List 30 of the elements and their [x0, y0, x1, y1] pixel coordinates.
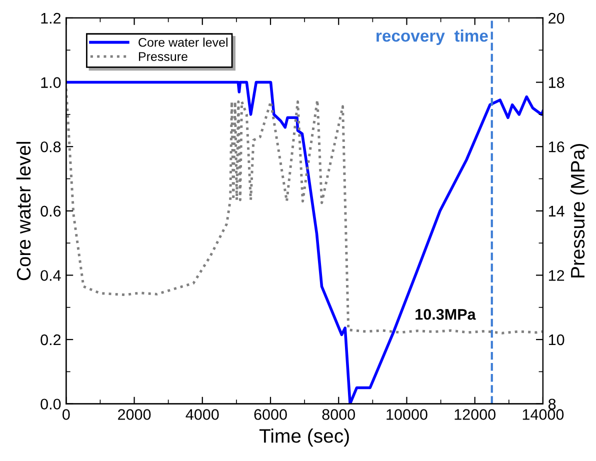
- y2-tick-label: 8: [548, 398, 556, 410]
- y-axis-title: Core water level: [16, 142, 31, 280]
- x-axis-title: Time (sec): [259, 428, 349, 447]
- y2-tick-label: 10: [548, 334, 564, 346]
- y-tick-label: 0.6: [40, 206, 61, 217]
- y-tick-label: 1.2: [41, 12, 61, 24]
- y2-tick-label: 12: [548, 270, 564, 281]
- y2-axis-title: Pressure (MPa): [570, 144, 588, 278]
- x-tick-label: 4000: [186, 409, 219, 420]
- x-tick-label: 2000: [118, 409, 151, 420]
- legend-label: Pressure: [138, 52, 188, 61]
- ref-line-label: recovery time: [376, 30, 488, 46]
- y2-tick-label: 18: [548, 77, 564, 88]
- line-series: [66, 87, 543, 334]
- legend-label: Core water level: [138, 38, 228, 47]
- x-tick-label: 10000: [386, 409, 428, 420]
- y-tick-label: 0.4: [40, 270, 61, 281]
- annotation: 10.3MPa: [416, 308, 476, 320]
- x-tick-label: 12000: [454, 409, 496, 420]
- y2-tick-label: 16: [548, 141, 564, 152]
- y-tick-label: 1.0: [41, 77, 61, 88]
- x-tick-label: 0: [62, 409, 70, 420]
- x-tick-label: 6000: [254, 409, 287, 420]
- y-tick-label: 0.8: [40, 141, 61, 152]
- y-tick-label: 0.2: [40, 334, 61, 346]
- x-tick-label: 8000: [322, 409, 356, 420]
- y2-tick-label: 14: [548, 206, 564, 216]
- y-tick-label: 0.0: [40, 398, 61, 410]
- y2-tick-label: 20: [548, 12, 564, 24]
- x-tick-label: 14000: [522, 409, 564, 420]
